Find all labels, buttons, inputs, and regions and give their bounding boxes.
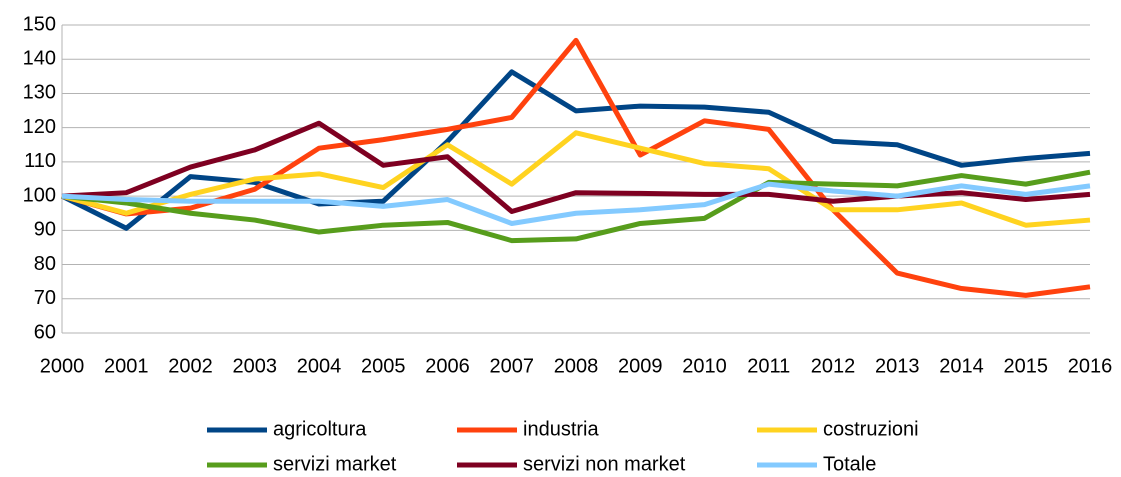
- x-tick-label: 2006: [425, 355, 470, 377]
- y-tick-label: 80: [34, 253, 56, 275]
- x-tick-label: 2014: [939, 355, 984, 377]
- x-tick-label: 2000: [40, 355, 85, 377]
- x-tick-label: 2003: [233, 355, 278, 377]
- x-tick-label: 2009: [618, 355, 663, 377]
- x-tick-label: 2008: [554, 355, 599, 377]
- legend-label: agricoltura: [273, 418, 367, 440]
- x-tick-label: 2001: [104, 355, 149, 377]
- y-tick-label: 90: [34, 219, 56, 241]
- y-tick-label: 130: [23, 82, 56, 104]
- series-line: [61, 37, 1091, 298]
- series-line: [60, 69, 1091, 231]
- legend-label: servizi non market: [523, 453, 686, 475]
- x-tick-label: 2007: [490, 355, 535, 377]
- x-tick-label: 2004: [297, 355, 342, 377]
- y-tick-label: 70: [34, 287, 56, 309]
- y-tick-label: 60: [34, 321, 56, 343]
- series-line: [61, 181, 1091, 226]
- legend-label: industria: [523, 418, 599, 440]
- legend-label: servizi market: [273, 453, 397, 475]
- series-line: [61, 130, 1091, 228]
- x-tick-label: 2010: [682, 355, 727, 377]
- x-tick-label: 2015: [1004, 355, 1049, 377]
- x-tick-label: 2013: [875, 355, 920, 377]
- y-tick-label: 100: [23, 184, 56, 206]
- x-tick-label: 2012: [811, 355, 856, 377]
- x-tick-label: 2016: [1068, 355, 1113, 377]
- legend-label: costruzioni: [823, 418, 919, 440]
- y-tick-label: 110: [24, 150, 56, 172]
- y-tick-label: 150: [23, 13, 56, 35]
- x-tick-label: 2002: [168, 355, 213, 377]
- x-tick-label: 2011: [747, 355, 790, 377]
- y-tick-label: 140: [23, 48, 56, 70]
- legend-label: Totale: [823, 453, 876, 475]
- y-tick-label: 120: [23, 116, 56, 138]
- x-tick-label: 2005: [361, 355, 406, 377]
- series-line: [61, 169, 1091, 244]
